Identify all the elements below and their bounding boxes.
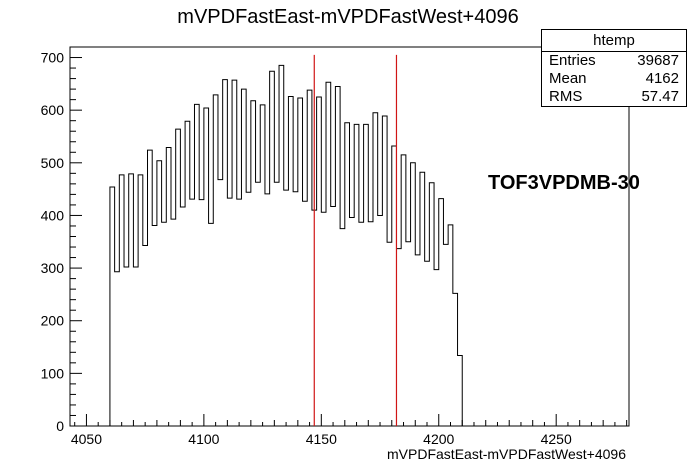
y-tick-label: 200 — [41, 313, 65, 329]
stats-mean-value: 4162 — [645, 70, 679, 87]
stats-row-mean: Mean 4162 — [542, 70, 686, 88]
y-tick-label: 300 — [41, 260, 65, 276]
x-tick-label: 4150 — [306, 431, 337, 447]
chart-title: mVPDFastEast-mVPDFastWest+4096 — [177, 6, 518, 28]
stats-entries-value: 39687 — [637, 52, 679, 69]
stats-title: htemp — [542, 30, 686, 52]
y-tick-label: 0 — [56, 418, 64, 434]
stats-mean-label: Mean — [549, 70, 587, 87]
annotation-label: TOF3VPDMB-30 — [488, 172, 640, 194]
y-tick-label: 700 — [41, 50, 65, 66]
y-axis: 0 100 200 300 400 500 600 700 — [41, 46, 82, 434]
marker-lines — [313, 54, 398, 426]
x-axis: 4050 4100 4150 4200 4250 — [71, 414, 628, 447]
stats-row-entries: Entries 39687 — [542, 52, 686, 70]
stats-box: htemp Entries 39687 Mean 4162 RMS 57.47 — [541, 29, 687, 107]
y-tick-label: 600 — [41, 102, 65, 118]
x-tick-label: 4100 — [188, 431, 219, 447]
stats-entries-label: Entries — [549, 52, 596, 69]
y-tick-label: 100 — [41, 365, 65, 381]
stats-rms-value: 57.47 — [641, 88, 679, 105]
x-tick-label: 4050 — [71, 431, 102, 447]
y-tick-label: 500 — [41, 155, 65, 171]
x-axis-label: mVPDFastEast-mVPDFastWest+4096 — [387, 446, 626, 462]
histogram-series — [109, 64, 463, 426]
y-tick-label: 400 — [41, 207, 65, 223]
x-tick-label: 4200 — [423, 431, 454, 447]
x-tick-label: 4250 — [541, 431, 572, 447]
stats-rms-label: RMS — [549, 88, 583, 105]
stats-row-rms: RMS 57.47 — [542, 88, 686, 106]
